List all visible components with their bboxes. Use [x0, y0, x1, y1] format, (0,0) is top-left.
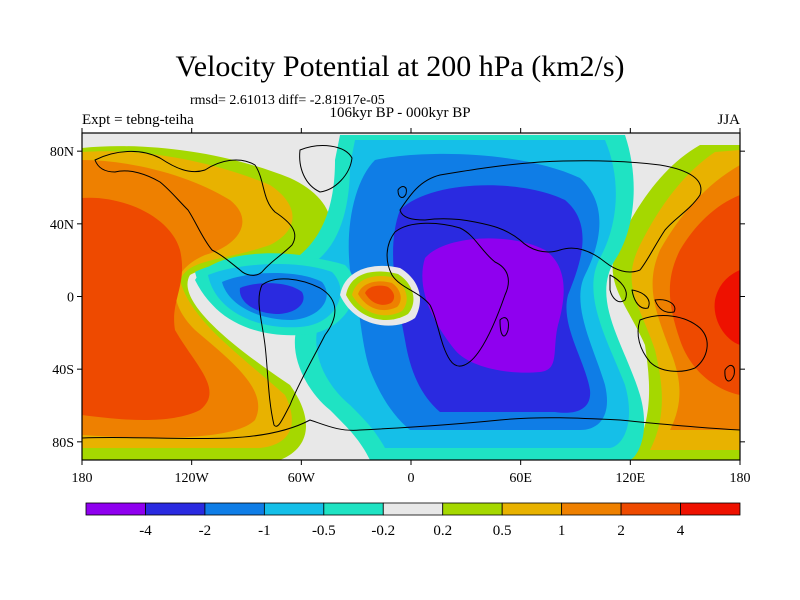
- coastline-eurasia: [399, 160, 702, 273]
- map-title: Velocity Potential at 200 hPa (km2/s): [175, 50, 625, 83]
- coastline-africa: [386, 222, 509, 367]
- lon-tick-label: 60W: [288, 471, 316, 486]
- lon-tick-label: 120E: [616, 471, 646, 486]
- colorbar: -4 -2 -1 -0.5 -0.2 0.2 0.5 1 2 4: [85, 502, 741, 539]
- lon-tick-label: 0: [408, 471, 415, 486]
- lat-tick-label: 0: [67, 291, 74, 306]
- central-level-neg-4: [422, 238, 564, 373]
- atlantic-level-4: [365, 285, 395, 305]
- coastline-southeast-asia: [609, 274, 676, 313]
- coastline-new-zealand: [724, 364, 735, 382]
- colorbar-label: -0.5: [312, 523, 336, 539]
- colorbar-label: 1: [558, 523, 566, 539]
- coastline-north-america: [94, 150, 296, 276]
- lon-tick-label: 180: [72, 471, 93, 486]
- coastline-uk: [397, 186, 407, 198]
- lon-tick-label: 120W: [175, 471, 210, 486]
- colorbar-swatch: [561, 502, 622, 516]
- season-label: JJA: [717, 112, 740, 128]
- colorbar-swatch: [263, 502, 325, 516]
- colorbar-label: -1: [258, 523, 271, 539]
- colorbar-label: -0.2: [371, 523, 395, 539]
- colorbar-label: -2: [199, 523, 212, 539]
- colorbar-swatch: [323, 502, 384, 516]
- axes: 80N 40N 0 40S 80S 180 120W 60W 0 60E 120E 180: [50, 128, 751, 486]
- lat-tick-label: 40S: [52, 363, 74, 378]
- coastline-antarctica: [82, 417, 740, 440]
- colorbar-swatch: [442, 502, 503, 516]
- colorbar-label: 0.2: [433, 523, 452, 539]
- coastline-madagascar: [499, 317, 509, 337]
- colorbar-label: 2: [617, 523, 625, 539]
- period-subtitle: 106kyr BP - 000kyr BP: [329, 105, 471, 121]
- coastline-australia: [637, 315, 708, 372]
- experiment-label: Expt = tebng-teiha: [82, 112, 194, 128]
- west-pacific-level-2: [82, 197, 210, 420]
- colorbar-swatch: [204, 502, 265, 516]
- colorbar-swatch: [85, 502, 146, 516]
- contour-field: [82, 133, 740, 460]
- coastline-greenland: [299, 145, 353, 193]
- south-america-level-neg-2: [239, 283, 304, 314]
- colorbar-swatch: [620, 502, 681, 516]
- coastline-south-america: [258, 278, 336, 427]
- east-pacific-level-2: [669, 195, 740, 395]
- colorbar-swatch: [680, 502, 741, 516]
- lat-tick-label: 80S: [52, 436, 74, 451]
- east-pacific-level-4: [714, 270, 740, 345]
- colorbar-label: 4: [677, 523, 685, 539]
- lon-tick-label: 60E: [509, 471, 532, 486]
- coastlines: [82, 145, 740, 440]
- lat-tick-label: 80N: [50, 145, 74, 160]
- stats-label: rmsd= 2.61013 diff= -2.81917e-05: [190, 93, 385, 108]
- lon-tick-label: 180: [730, 471, 751, 486]
- colorbar-swatch: [501, 502, 563, 516]
- colorbar-label: 0.5: [493, 523, 512, 539]
- colorbar-label: -4: [139, 523, 152, 539]
- lat-tick-label: 40N: [50, 218, 74, 233]
- colorbar-swatch: [145, 502, 206, 516]
- colorbar-swatch: [382, 502, 444, 516]
